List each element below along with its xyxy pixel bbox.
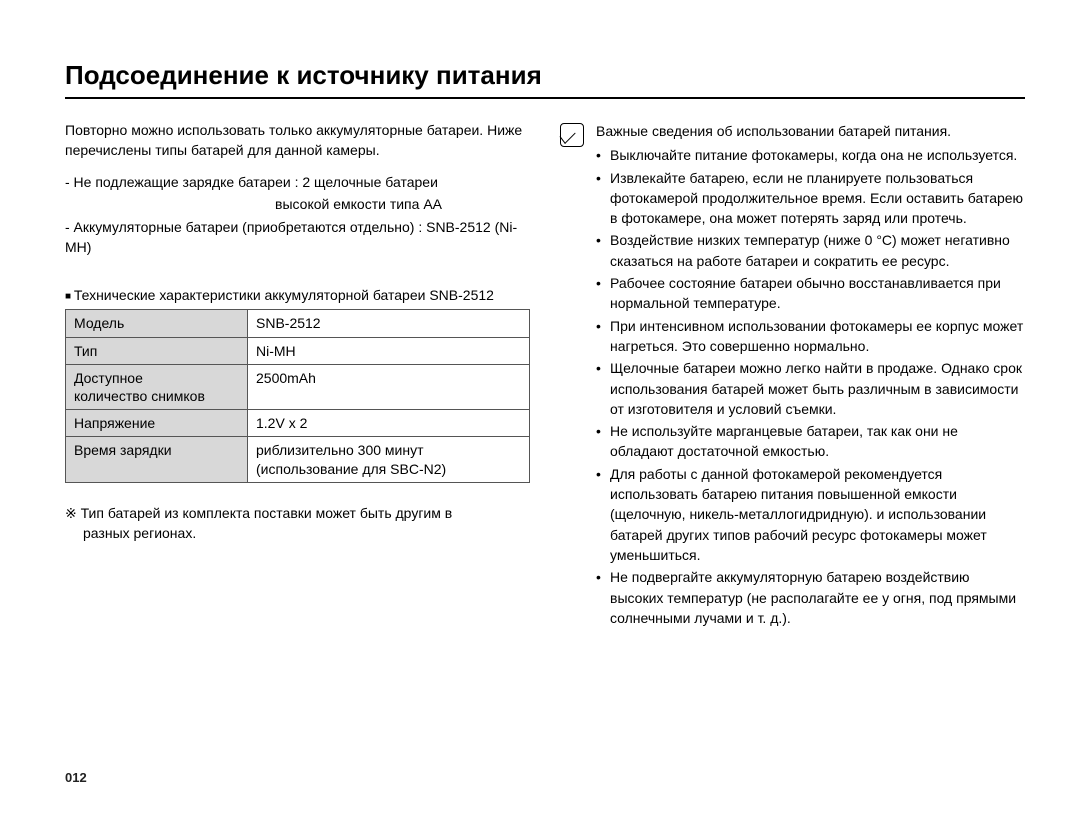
list-item: Воздействие низких температур (ниже 0 °C… — [596, 230, 1025, 271]
table-row: Тип Ni-MH — [66, 337, 530, 364]
list-item: Щелочные батареи можно легко найти в про… — [596, 358, 1025, 419]
cell-label: Тип — [66, 337, 248, 364]
cell-label: Время зарядки — [66, 437, 248, 482]
footnote-line2: разных регионах. — [65, 523, 530, 543]
cell-label: Доступное количество снимков — [66, 364, 248, 409]
page-title: Подсоединение к источнику питания — [65, 60, 1025, 99]
list-item: При интенсивном использовании фотокамеры… — [596, 316, 1025, 357]
dash-item-1-sub: высокой емкости типа AA — [65, 194, 530, 214]
dash-list: - Не подлежащие зарядке батареи : 2 щело… — [65, 172, 530, 257]
dash-item-1: - Не подлежащие зарядке батареи : 2 щело… — [65, 172, 530, 192]
list-item: Выключайте питание фотокамеры, когда она… — [596, 145, 1025, 165]
info-box: Важные сведения об использовании батарей… — [560, 121, 1025, 630]
spec-heading: Технические характеристики аккумуляторно… — [65, 287, 530, 303]
note-icon — [560, 123, 584, 147]
right-column: Важные сведения об использовании батарей… — [560, 121, 1025, 630]
bullet-list: Выключайте питание фотокамеры, когда она… — [596, 145, 1025, 628]
dash-item-2: - Аккумуляторные батареи (приобретаются … — [65, 217, 530, 258]
list-item: Не используйте марганцевые батареи, так … — [596, 421, 1025, 462]
list-item: Для работы с данной фотокамерой рекоменд… — [596, 464, 1025, 565]
info-body: Важные сведения об использовании батарей… — [596, 121, 1025, 630]
cell-value: 2500mAh — [248, 364, 530, 409]
table-row: Напряжение 1.2V x 2 — [66, 410, 530, 437]
cell-label: Напряжение — [66, 410, 248, 437]
intro-text: Повторно можно использовать только аккум… — [65, 121, 530, 160]
content-columns: Повторно можно использовать только аккум… — [65, 121, 1025, 630]
table-row: Доступное количество снимков 2500mAh — [66, 364, 530, 409]
footnote: ※ Тип батарей из комплекта поставки може… — [65, 503, 530, 544]
cell-label: Модель — [66, 310, 248, 337]
info-lead: Важные сведения об использовании батарей… — [596, 121, 1025, 141]
cell-value: Ni-MH — [248, 337, 530, 364]
list-item: Извлекайте батарею, если не планируете п… — [596, 168, 1025, 229]
footnote-line1: ※ Тип батарей из комплекта поставки може… — [65, 503, 530, 523]
cell-value: 1.2V x 2 — [248, 410, 530, 437]
table-row: Время зарядки риблизительно 300 минут (и… — [66, 437, 530, 482]
list-item: Рабочее состояние батареи обычно восстан… — [596, 273, 1025, 314]
left-column: Повторно можно использовать только аккум… — [65, 121, 530, 630]
cell-value: риблизительно 300 минут (использование д… — [248, 437, 530, 482]
cell-value: SNB-2512 — [248, 310, 530, 337]
page-number: 012 — [65, 770, 87, 785]
spec-table: Модель SNB-2512 Тип Ni-MH Доступное коли… — [65, 309, 530, 482]
list-item: Не подвергайте аккумуляторную батарею во… — [596, 567, 1025, 628]
table-row: Модель SNB-2512 — [66, 310, 530, 337]
